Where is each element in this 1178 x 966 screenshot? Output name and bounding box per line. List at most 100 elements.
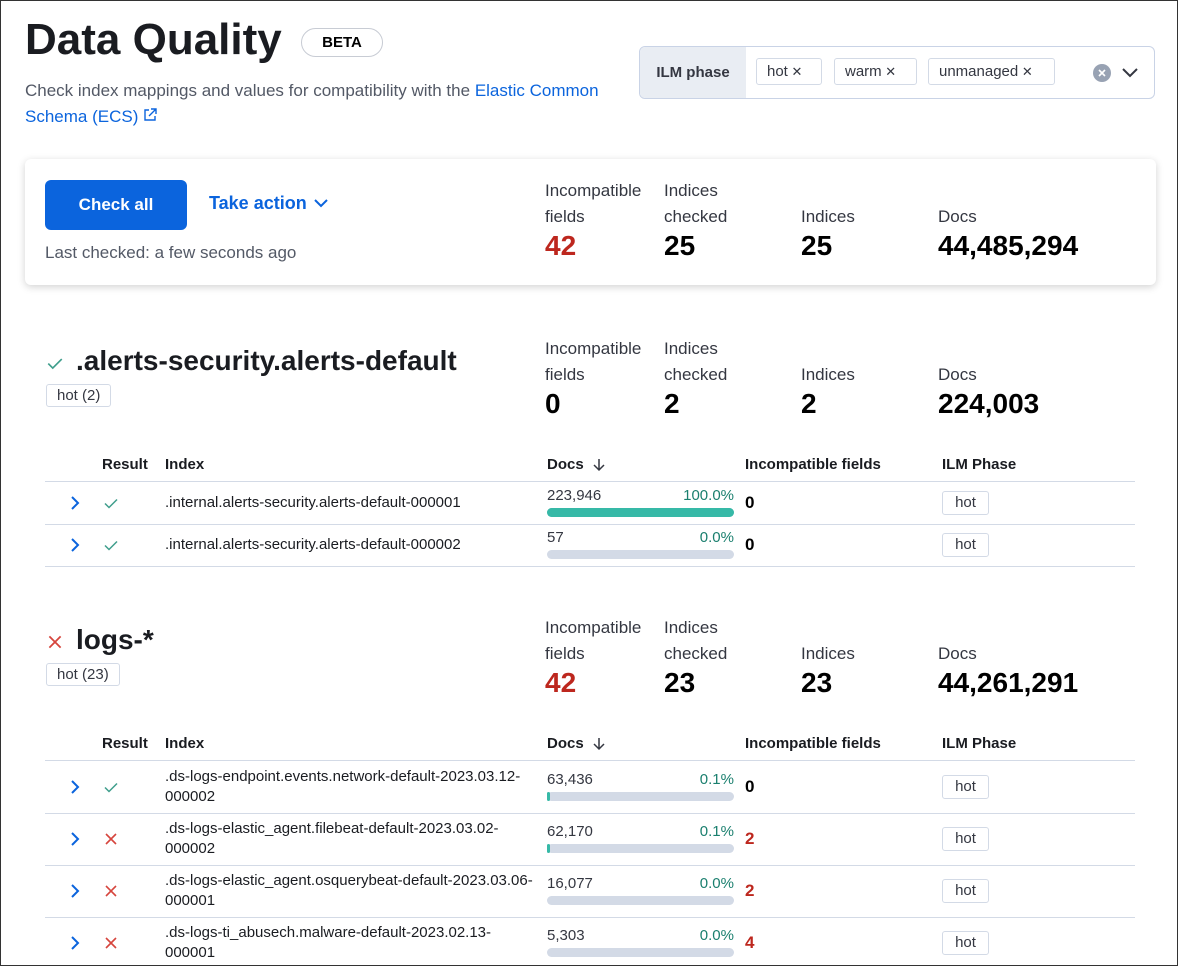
- docs-count: 223,946: [547, 487, 602, 504]
- ecs-link-text[interactable]: Elastic Common Schema (ECS): [25, 81, 599, 126]
- sort-icon[interactable]: [591, 457, 607, 473]
- expand-chevron[interactable]: [67, 494, 83, 512]
- check-all-button[interactable]: Check all: [45, 180, 187, 230]
- expand-chevron[interactable]: [67, 536, 83, 554]
- filter-chip[interactable]: hot ✕: [756, 58, 822, 85]
- pattern-badge: hot (2): [46, 384, 112, 407]
- stat-label: Docs: [938, 207, 977, 226]
- column-header: Index: [165, 456, 205, 473]
- cross-icon: [105, 833, 117, 845]
- stat-label: Incompatible fields: [545, 618, 642, 663]
- docs-count: 16,077: [547, 875, 593, 892]
- docs-count: 5,303: [547, 927, 585, 944]
- incompatible-count: 0: [745, 493, 755, 512]
- incompatible-count: 2: [745, 829, 755, 848]
- description-text: Check index mappings and values for comp…: [25, 81, 471, 100]
- percent-track: [547, 550, 734, 559]
- stat-label: Indices checked: [664, 181, 728, 226]
- column-header: Incompatible fields: [745, 735, 881, 752]
- stat-label: Indices: [801, 644, 855, 663]
- cross-icon: [105, 937, 117, 949]
- pattern-title: .alerts-security.alerts-default: [76, 345, 457, 376]
- sort-icon[interactable]: [591, 736, 607, 752]
- stat-value: 224,003: [938, 388, 1040, 419]
- docs-percent: 0.0%: [699, 927, 734, 944]
- filter-chip[interactable]: unmanaged ✕: [928, 58, 1055, 85]
- docs-percent: 0.1%: [699, 823, 734, 840]
- summary-panel: Check all Take action Last checked: a fe…: [25, 159, 1156, 285]
- page-title: Data Quality: [25, 15, 282, 64]
- column-header: Incompatible fields: [745, 456, 881, 473]
- chip-label: hot: [767, 63, 788, 80]
- last-checked: Last checked: a few seconds ago: [45, 243, 297, 262]
- percent-track: [547, 896, 734, 905]
- docs-percent: 0.0%: [699, 529, 734, 546]
- chip-remove[interactable]: ✕: [881, 64, 897, 79]
- docs-percent: 100.0%: [683, 487, 734, 504]
- row-rule: [45, 566, 1135, 567]
- row-rule: [45, 917, 1135, 918]
- stat-value: 42: [545, 230, 577, 261]
- stat-value: 2: [664, 388, 680, 419]
- ilm-filter[interactable]: ILM phase hot ✕ warm ✕ unmanaged ✕: [639, 46, 1155, 99]
- stat-value: 44,261,291: [938, 667, 1079, 698]
- percent-track: [547, 948, 734, 957]
- external-icon: [144, 108, 157, 121]
- stat-label: Incompatible fields: [545, 339, 642, 384]
- column-header: Docs: [547, 456, 584, 473]
- ecs-link[interactable]: Elastic Common Schema (ECS): [25, 81, 599, 126]
- stat-label: Indices checked: [664, 618, 728, 663]
- ilm-badge: hot: [942, 533, 989, 557]
- cross-icon: [105, 885, 117, 897]
- percent-bar: [547, 844, 550, 853]
- row-rule: [45, 524, 1135, 525]
- table-rule: [45, 760, 1135, 761]
- beta-badge: BETA: [301, 28, 383, 57]
- expand-chevron[interactable]: [67, 830, 83, 848]
- stat-label: Indices: [801, 207, 855, 226]
- chip-remove[interactable]: ✕: [1018, 64, 1033, 79]
- expand-chevron[interactable]: [67, 778, 83, 796]
- docs-percent: 0.0%: [699, 875, 734, 892]
- ilm-badge: hot: [942, 879, 989, 903]
- stat-value: 44,485,294: [938, 230, 1079, 261]
- incompatible-count: 2: [745, 881, 755, 900]
- column-header: Result: [102, 735, 148, 752]
- index-name: .ds-logs-elastic_agent.osquerybeat-defau…: [165, 872, 533, 909]
- ilm-badge: hot: [942, 491, 989, 515]
- incompatible-count: 0: [745, 777, 755, 796]
- filter-chip[interactable]: warm ✕: [834, 58, 917, 85]
- percent-track: [547, 792, 734, 801]
- chevron: [314, 199, 328, 208]
- percent-bar: [547, 508, 734, 517]
- table-rule: [45, 481, 1135, 482]
- take-action-text[interactable]: Take action: [209, 193, 307, 213]
- take-action-button[interactable]: Take action: [209, 193, 330, 214]
- stat-label: Indices: [801, 365, 855, 384]
- row-rule: [45, 865, 1135, 866]
- index-name: .internal.alerts-security.alerts-default…: [165, 536, 461, 553]
- stat-value: 42: [545, 667, 577, 698]
- row-rule: [45, 813, 1135, 814]
- docs-count: 62,170: [547, 823, 593, 840]
- expand-chevron[interactable]: [67, 882, 83, 900]
- index-name: .ds-logs-elastic_agent.filebeat-default-…: [165, 820, 499, 857]
- chip-label: warm: [845, 63, 882, 80]
- expand-chevron[interactable]: [67, 934, 83, 952]
- index-name: .ds-logs-ti_abusech.malware-default-2023…: [165, 924, 492, 961]
- description: Check index mappings and values for comp…: [25, 78, 615, 130]
- incompatible-count: 4: [745, 933, 755, 952]
- stat-value: 0: [545, 388, 561, 419]
- column-header: Index: [165, 735, 205, 752]
- chip-remove[interactable]: ✕: [787, 64, 803, 79]
- stat-value: 23: [801, 667, 833, 698]
- stat-value: 25: [801, 230, 833, 261]
- filter-controls[interactable]: [1090, 61, 1150, 85]
- chip-label: unmanaged: [939, 63, 1019, 80]
- cross-icon: [48, 635, 62, 649]
- stat-value: 23: [664, 667, 696, 698]
- percent-track: [547, 844, 734, 853]
- percent-bar: [547, 792, 550, 801]
- docs-count: 57: [547, 529, 564, 546]
